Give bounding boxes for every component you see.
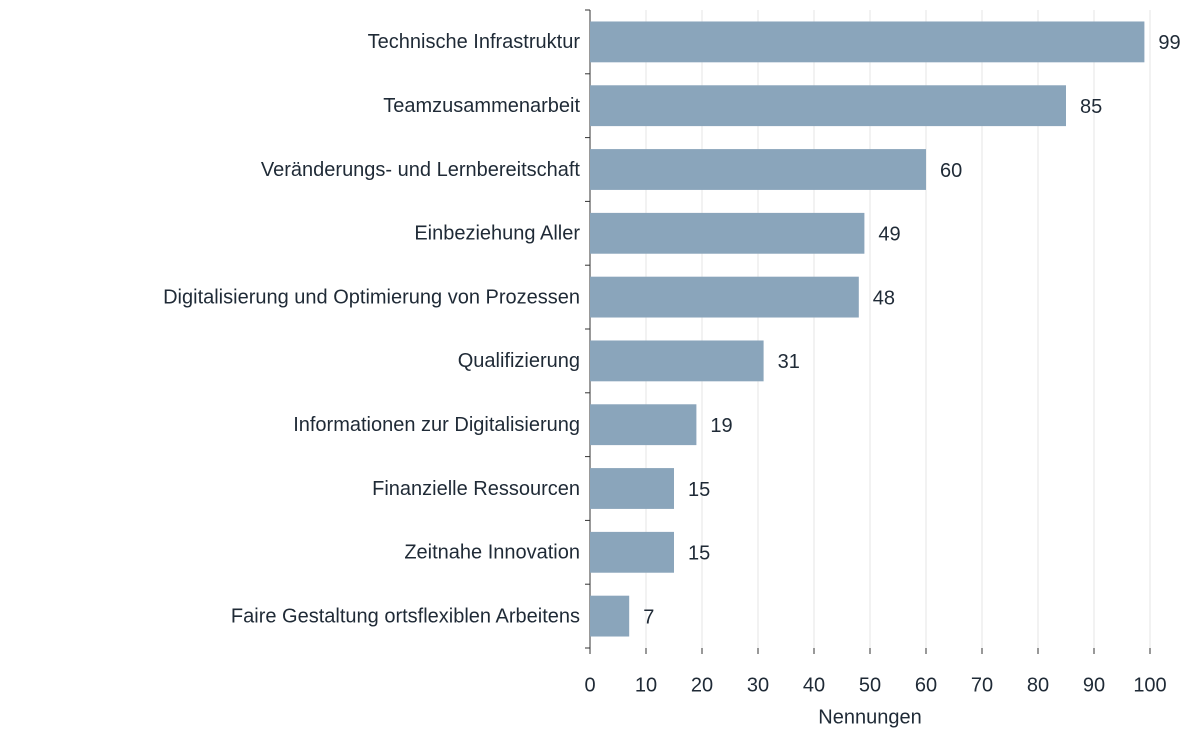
- bar: [590, 149, 926, 190]
- bar: [590, 404, 697, 446]
- y-tick-label: Technische Infrastruktur: [368, 31, 581, 53]
- value-label: 15: [688, 543, 710, 565]
- bar: [590, 85, 1066, 127]
- value-label: 7: [643, 606, 654, 628]
- y-tick-label: Informationen zur Digitalisierung: [293, 414, 580, 436]
- y-tick-label: Finanzielle Ressourcen: [372, 478, 580, 500]
- bar: [590, 595, 630, 637]
- y-tick-label: Faire Gestaltung ortsflexiblen Arbeitens: [231, 605, 580, 627]
- x-tick-label: 40: [803, 674, 825, 696]
- value-label: 49: [878, 224, 900, 246]
- bar: [590, 21, 1145, 63]
- value-label: 19: [710, 415, 732, 437]
- x-tick-label: 90: [1083, 674, 1105, 696]
- x-tick-label: 0: [584, 674, 595, 696]
- bar: [590, 468, 674, 509]
- bar: [590, 276, 859, 318]
- value-label: 85: [1080, 96, 1102, 118]
- value-label: 99: [1158, 32, 1180, 54]
- value-label: 48: [873, 287, 895, 309]
- value-label: 60: [940, 160, 962, 182]
- x-tick-label: 60: [915, 674, 937, 696]
- y-tick-label: Veränderungs- und Lernbereitschaft: [261, 159, 581, 181]
- bar: [590, 212, 865, 254]
- y-tick-label: Digitalisierung und Optimierung von Proz…: [163, 286, 580, 308]
- x-tick-label: 10: [635, 674, 657, 696]
- value-label: 15: [688, 479, 710, 501]
- y-tick-label: Einbeziehung Aller: [414, 223, 580, 245]
- y-tick-label: Qualifizierung: [458, 350, 580, 372]
- bar: [590, 531, 674, 573]
- x-tick-label: 70: [971, 674, 993, 696]
- bar: [590, 340, 764, 382]
- y-tick-label: Zeitnahe Innovation: [404, 542, 580, 564]
- value-label: 31: [778, 351, 800, 373]
- x-tick-label: 20: [691, 674, 713, 696]
- x-axis-label: Nennungen: [818, 706, 921, 728]
- x-tick-label: 100: [1133, 674, 1166, 696]
- x-tick-label: 80: [1027, 674, 1049, 696]
- y-tick-label: Teamzusammenarbeit: [383, 95, 580, 117]
- x-tick-label: 50: [859, 674, 881, 696]
- x-tick-label: 30: [747, 674, 769, 696]
